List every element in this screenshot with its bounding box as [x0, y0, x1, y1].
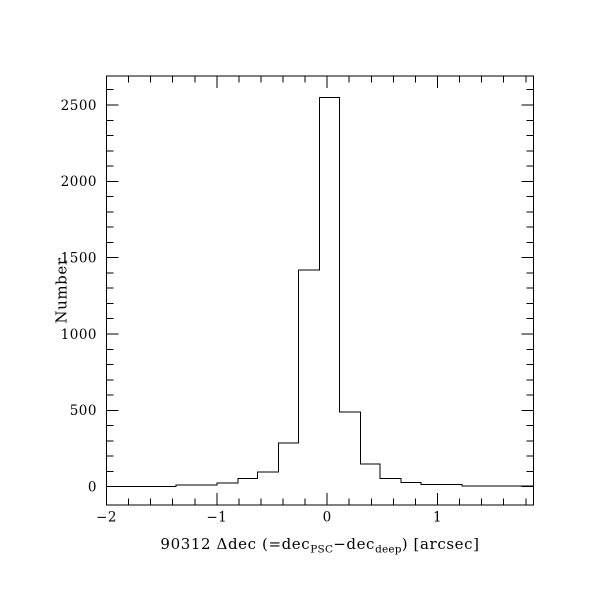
x-tick-label: 0 — [323, 510, 332, 526]
plot-frame-border — [106, 75, 534, 506]
y-tick-labels: 0 500 1000 1500 2000 2500 — [61, 98, 97, 496]
axis-titles: Number 90312 Δdec (=decPSC−decdeep) [arc… — [53, 257, 479, 556]
histogram-step-line — [106, 96, 534, 487]
y-axis-title: Number — [53, 257, 71, 323]
y-tick-label: 2000 — [61, 174, 97, 190]
y-tick-label: 1000 — [61, 327, 97, 343]
y-tick-label: 0 — [88, 479, 97, 495]
x-tick-label: −2 — [96, 510, 117, 526]
plot-frame — [106, 75, 534, 506]
axis-ticks — [106, 76, 534, 505]
x-axis-title: 90312 Δdec (=decPSC−decdeep) [arcsec] — [160, 535, 479, 556]
x-tick-label: −1 — [206, 510, 227, 526]
y-tick-label: 500 — [70, 403, 97, 419]
x-tick-labels: −2 −1 0 1 — [96, 510, 442, 526]
histogram-series — [106, 96, 534, 487]
x-tick-label: 1 — [433, 510, 442, 526]
y-tick-label: 2500 — [61, 98, 97, 114]
y-tick-label: 1500 — [61, 250, 97, 266]
